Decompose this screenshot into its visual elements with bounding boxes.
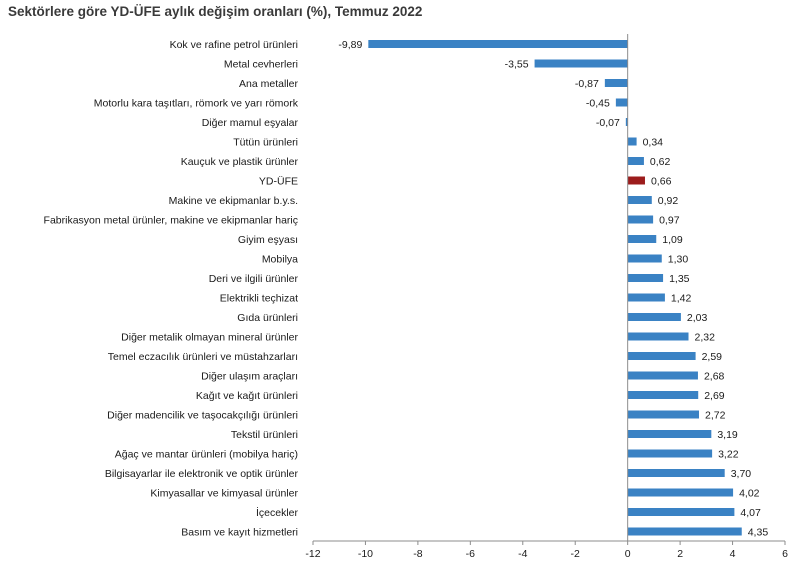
x-tick-label: 6 bbox=[782, 548, 788, 560]
data-label: 2,72 bbox=[705, 409, 726, 421]
bar-23 bbox=[627, 488, 734, 497]
x-axis: -12 -10 -8 -6 -4 -2 0 2 4 6 bbox=[305, 34, 788, 560]
data-label: 2,03 bbox=[687, 312, 708, 324]
data-label: 1,30 bbox=[668, 253, 689, 265]
x-tick-label: -6 bbox=[466, 548, 475, 560]
category-label: Diğer mamul eşyalar bbox=[202, 117, 299, 129]
data-label: 1,35 bbox=[669, 273, 690, 285]
bar-11 bbox=[627, 254, 662, 263]
category-label: Basım ve kayıt hizmetleri bbox=[181, 526, 298, 538]
category-label: Mobilya bbox=[262, 253, 298, 265]
bar-1 bbox=[534, 59, 628, 68]
category-label: Motorlu kara taşıtları, römork ve yarı r… bbox=[94, 97, 299, 109]
bar-16 bbox=[627, 352, 696, 360]
bars-layer bbox=[368, 40, 742, 536]
bar-19 bbox=[627, 410, 699, 419]
data-label: 3,70 bbox=[731, 468, 752, 480]
category-label: Gıda ürünleri bbox=[237, 312, 298, 324]
bar-20 bbox=[627, 430, 712, 438]
data-label: 1,09 bbox=[662, 234, 683, 246]
category-label: Ana metaller bbox=[239, 78, 298, 90]
labels-layer: Kok ve rafine petrol ürünleri -9,89 Metal … bbox=[44, 39, 769, 538]
category-label: Deri ve ilgili ürünler bbox=[209, 273, 299, 285]
bar-9 bbox=[627, 215, 654, 224]
bar-8 bbox=[627, 196, 652, 204]
category-label: Diğer madencilik ve taşocakçılığı ürünle… bbox=[107, 409, 298, 421]
category-label: Kimyasallar ve kimyasal ürünler bbox=[150, 487, 298, 499]
category-label: YD-ÜFE bbox=[259, 175, 298, 187]
data-label: -0,87 bbox=[575, 78, 599, 90]
category-label: Kağıt ve kağıt ürünleri bbox=[196, 390, 298, 402]
data-label: 2,59 bbox=[702, 351, 723, 363]
data-label: -9,89 bbox=[338, 39, 362, 51]
bar-14 bbox=[627, 313, 681, 321]
data-label: 0,97 bbox=[659, 214, 680, 226]
category-label: Diğer ulaşım araçları bbox=[201, 370, 298, 382]
x-tick-label: 4 bbox=[730, 548, 736, 560]
data-label: 0,34 bbox=[643, 136, 664, 148]
bar-24 bbox=[627, 508, 735, 516]
chart-title: Sektörlere göre YD-ÜFE aylık değişim ora… bbox=[8, 4, 423, 19]
data-label: -0,07 bbox=[596, 117, 620, 129]
category-label: Tütün ürünleri bbox=[233, 136, 298, 148]
category-label: Kok ve rafine petrol ürünleri bbox=[170, 39, 298, 51]
category-label: Fabrikasyon metal ürünler, makine ve eki… bbox=[44, 214, 298, 226]
bar-7 bbox=[627, 176, 645, 185]
category-label: Bilgisayarlar ile elektronik ve optik ür… bbox=[105, 468, 299, 480]
bar-3 bbox=[615, 98, 628, 107]
bar-0 bbox=[368, 40, 628, 48]
bar-21 bbox=[627, 449, 713, 458]
category-label: Temel eczacılık ürünleri ve müstahzarlar… bbox=[108, 351, 298, 363]
data-label: -0,45 bbox=[586, 97, 610, 109]
bar-13 bbox=[627, 293, 665, 302]
data-label: 3,22 bbox=[718, 448, 739, 460]
category-label: Giyim eşyası bbox=[238, 234, 298, 246]
data-label: 4,07 bbox=[740, 507, 761, 519]
bar-6 bbox=[627, 157, 644, 165]
data-label: 2,32 bbox=[695, 331, 716, 343]
category-label: İçecekler bbox=[256, 506, 299, 519]
x-tick-label: 0 bbox=[625, 548, 631, 560]
bar-25 bbox=[627, 527, 742, 536]
data-label: 0,92 bbox=[658, 195, 679, 207]
bar-2 bbox=[604, 79, 628, 87]
category-label: Kauçuk ve plastik ürünler bbox=[181, 156, 299, 168]
x-tick-label: -12 bbox=[305, 548, 320, 560]
bar-10 bbox=[627, 235, 657, 243]
data-label: 2,68 bbox=[704, 370, 725, 382]
bar-18 bbox=[627, 391, 699, 399]
category-label: Makine ve ekipmanlar b.y.s. bbox=[169, 195, 298, 207]
category-label: Diğer metalik olmayan mineral ürünler bbox=[121, 331, 298, 343]
bar-17 bbox=[627, 371, 698, 380]
category-label: Ağaç ve mantar ürünleri (mobilya hariç) bbox=[115, 448, 298, 460]
x-tick-label: -8 bbox=[413, 548, 422, 560]
data-label: 4,02 bbox=[739, 487, 760, 499]
data-label: -3,55 bbox=[505, 58, 529, 70]
bar-4 bbox=[625, 118, 628, 126]
data-label: 2,69 bbox=[704, 390, 725, 402]
category-label: Elektrikli teçhizat bbox=[220, 292, 298, 304]
data-label: 1,42 bbox=[671, 292, 692, 304]
category-label: Tekstil ürünleri bbox=[231, 429, 298, 441]
bar-12 bbox=[627, 274, 664, 282]
category-label: Metal cevherleri bbox=[224, 58, 298, 70]
data-label: 0,62 bbox=[650, 156, 671, 168]
x-tick-label: 2 bbox=[677, 548, 683, 560]
bar-15 bbox=[627, 332, 689, 341]
data-label: 0,66 bbox=[651, 175, 672, 187]
bar-22 bbox=[627, 469, 725, 477]
x-tick-label: -10 bbox=[358, 548, 373, 560]
data-label: 4,35 bbox=[748, 526, 769, 538]
data-label: 3,19 bbox=[717, 429, 738, 441]
x-tick-label: -4 bbox=[518, 548, 527, 560]
bar-5 bbox=[627, 137, 637, 146]
x-tick-label: -2 bbox=[571, 548, 580, 560]
